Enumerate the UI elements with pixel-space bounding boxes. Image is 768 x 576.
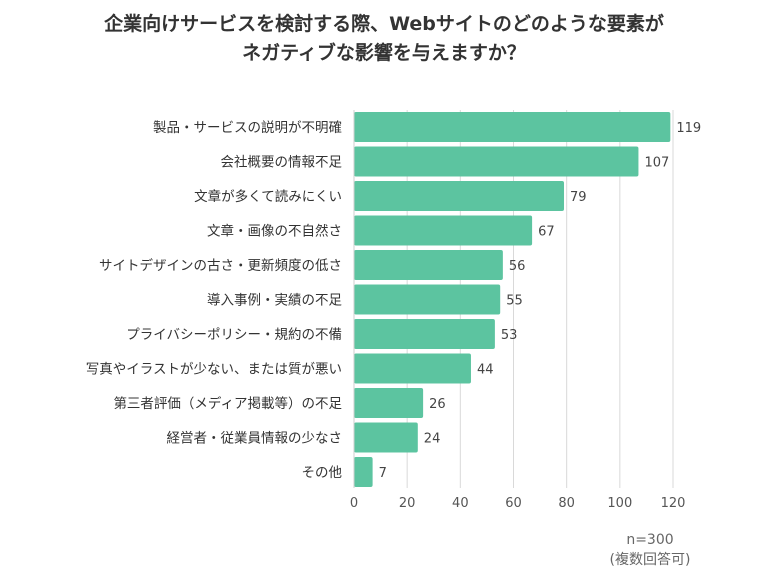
bar bbox=[354, 457, 373, 487]
multiple-answer-note: (複数回答可) bbox=[609, 552, 691, 568]
x-tick-label: 80 bbox=[558, 496, 575, 511]
x-tick-label: 60 bbox=[505, 496, 522, 511]
category-label: プライバシーポリシー・規約の不備 bbox=[126, 327, 342, 343]
category-label: 導入事例・実績の不足 bbox=[207, 293, 342, 309]
bar bbox=[354, 319, 495, 349]
data-label: 24 bbox=[424, 432, 441, 447]
data-label: 56 bbox=[509, 259, 526, 274]
x-tick-label: 20 bbox=[399, 496, 416, 511]
bar bbox=[354, 215, 533, 246]
bar bbox=[354, 422, 418, 453]
bar bbox=[354, 146, 639, 177]
chart-title-line-1: 企業向けサービスを検討する際、Webサイトのどのような要素が bbox=[104, 13, 664, 35]
bar bbox=[354, 284, 501, 315]
bar bbox=[354, 353, 471, 384]
data-label: 44 bbox=[477, 363, 494, 378]
chart-title: 企業向けサービスを検討する際、Webサイトのどのような要素が ネガティブな影響を… bbox=[0, 10, 768, 68]
chart-title-line-2: ネガティブな影響を与えますか？ bbox=[242, 42, 526, 64]
bar bbox=[354, 181, 565, 211]
data-label: 53 bbox=[501, 328, 518, 343]
x-tick-label: 100 bbox=[607, 496, 632, 511]
bar bbox=[354, 388, 424, 418]
bar bbox=[354, 250, 503, 280]
sample-size: n=300 bbox=[626, 532, 674, 548]
data-label: 107 bbox=[644, 156, 669, 171]
bar bbox=[354, 112, 671, 142]
data-label: 119 bbox=[676, 121, 701, 136]
category-label: サイトデザインの古さ・更新頻度の低さ bbox=[99, 257, 342, 274]
category-label: 写真やイラストが少ない、または質が悪い bbox=[86, 362, 342, 378]
data-label: 26 bbox=[429, 397, 446, 412]
x-tick-label: 0 bbox=[350, 496, 358, 511]
category-label: 文章・画像の不自然さ bbox=[207, 223, 342, 240]
data-label: 79 bbox=[570, 190, 587, 205]
category-label: 文章が多くて読みにくい bbox=[194, 188, 342, 205]
data-label: 55 bbox=[506, 294, 523, 309]
category-label: 経営者・従業員情報の少なさ bbox=[167, 431, 343, 447]
x-tick-label: 40 bbox=[452, 496, 469, 511]
category-label: 会社概要の情報不足 bbox=[221, 155, 343, 171]
sample-note: n=300 (複数回答可) bbox=[600, 530, 700, 570]
category-label: 製品・サービスの説明が不明確 bbox=[153, 120, 342, 136]
data-label: 67 bbox=[538, 225, 555, 240]
category-label: 第三者評価（メディア掲載等）の不足 bbox=[113, 395, 342, 412]
x-tick-label: 120 bbox=[661, 496, 686, 511]
category-label: その他 bbox=[302, 465, 343, 481]
data-label: 7 bbox=[379, 466, 387, 481]
